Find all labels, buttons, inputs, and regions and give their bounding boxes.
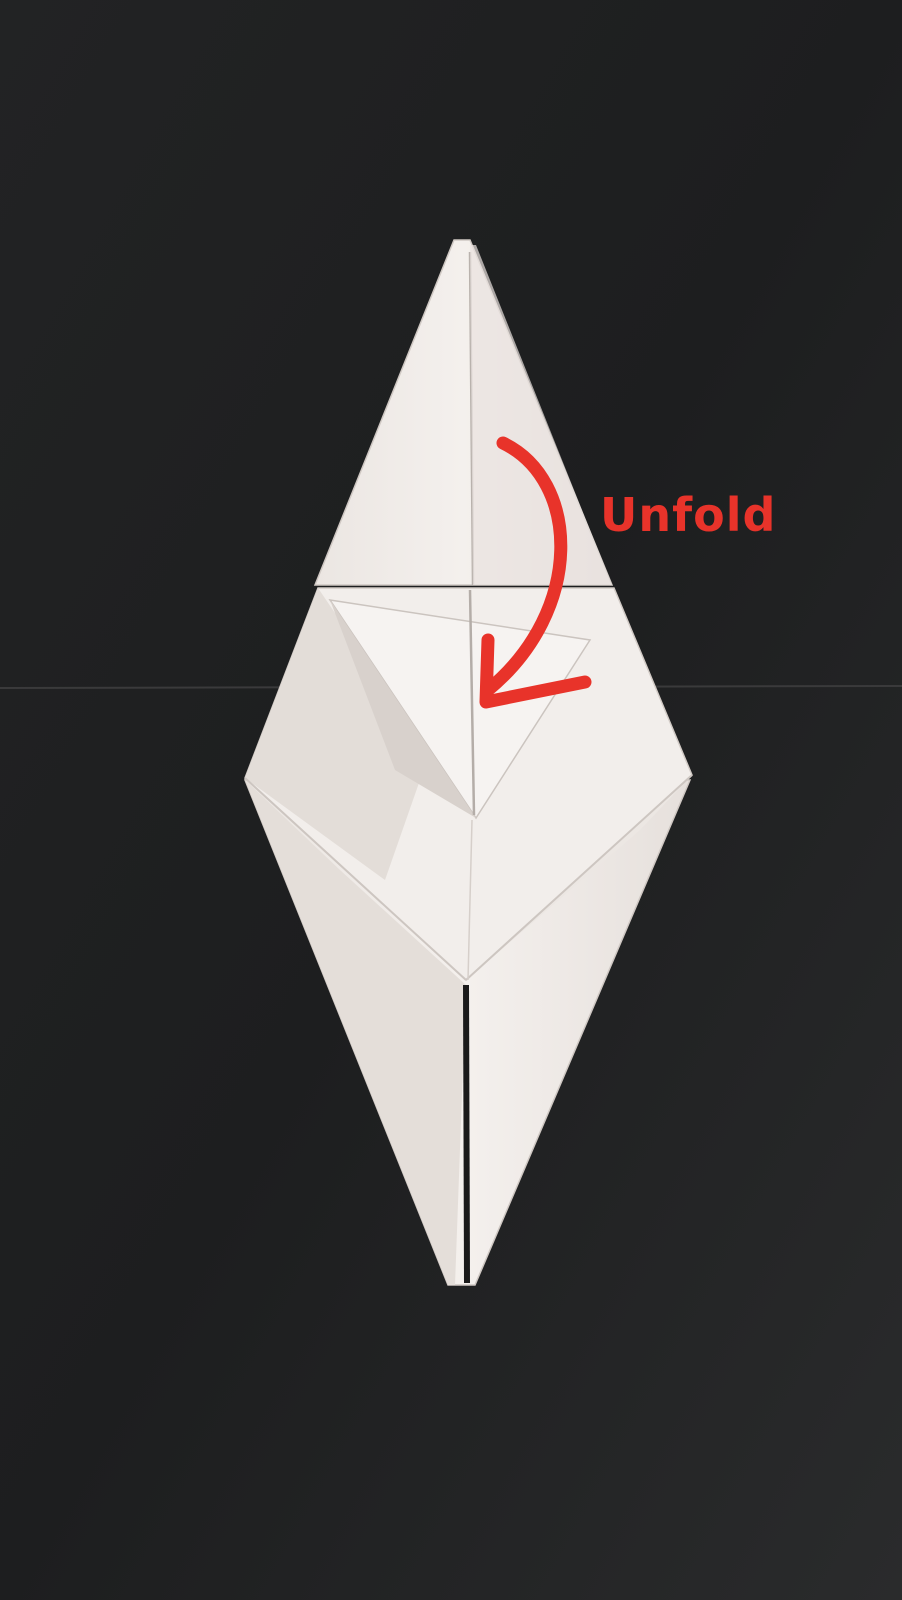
body-diagonal-crease-right (465, 774, 693, 981)
bottom-centre-slit (463, 984, 470, 1284)
top-point-centre-crease (468, 251, 475, 586)
body-centre-crease (467, 819, 473, 981)
bottom-left-flap-shadow (245, 780, 466, 1285)
inner-flap-crease (468, 589, 476, 816)
unfold-arrow-curve (481, 436, 568, 697)
unfold-label: Unfold (600, 488, 777, 542)
body-left-shadow (245, 588, 420, 880)
top-point-shadow-side (470, 245, 612, 585)
inner-flap-shadow (330, 600, 476, 818)
unfold-arrow-head (479, 633, 592, 709)
body-diagonal-crease-left (244, 777, 467, 981)
